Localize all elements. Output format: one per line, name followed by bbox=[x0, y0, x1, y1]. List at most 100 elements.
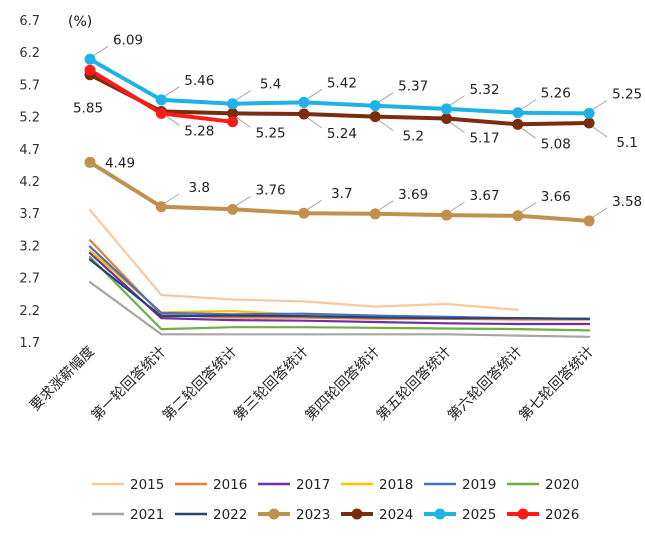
data-label: 5.25 bbox=[612, 86, 642, 102]
legend: 2015 2016 2017 2018 2019 2020 2021 2022 2023 2024… bbox=[92, 477, 579, 523]
data-label-leader bbox=[165, 86, 180, 97]
data-point-2024 bbox=[441, 113, 452, 125]
data-label-leader bbox=[592, 207, 608, 218]
data-label-leader bbox=[165, 115, 180, 126]
x-category-label: 第二轮回答统计 bbox=[159, 343, 240, 424]
data-label-leader bbox=[450, 201, 465, 212]
data-label: 5.1 bbox=[616, 135, 637, 151]
legend-label: 2016 bbox=[213, 477, 247, 493]
data-point-2023 bbox=[369, 208, 381, 220]
data-label-leader bbox=[378, 200, 394, 211]
series-line-2022 bbox=[88, 258, 591, 320]
data-point-2023 bbox=[441, 209, 452, 221]
data-label: 5.85 bbox=[73, 101, 103, 117]
data-point-2025 bbox=[227, 98, 239, 110]
series-line-2015 bbox=[88, 208, 519, 311]
series-lines bbox=[88, 57, 592, 338]
data-label: 5.37 bbox=[398, 79, 428, 95]
data-point-2023 bbox=[155, 201, 167, 213]
series-line-2025 bbox=[88, 57, 592, 116]
y-axis-ticks: 6.7 6.2 5.7 5.2 4.7 4.2 3.7 3.2 2.7 2.2 1.7 bbox=[19, 14, 40, 351]
y-tick-label: 4.2 bbox=[19, 175, 40, 190]
data-label: 5.17 bbox=[469, 131, 499, 147]
series-line-2023 bbox=[88, 160, 592, 223]
legend-label: 2020 bbox=[545, 477, 579, 493]
y-tick-label: 5.7 bbox=[19, 78, 40, 93]
data-label-leader bbox=[450, 95, 465, 106]
legend-label: 2017 bbox=[296, 477, 330, 493]
data-label: 5.25 bbox=[256, 125, 286, 141]
data-labels: 6.09 5.46 5.4 5.42 5.37 5.32 5.26 5.25 5.85 5.28 5… bbox=[73, 32, 642, 210]
legend-label: 2018 bbox=[379, 477, 413, 493]
data-point-2023 bbox=[84, 156, 96, 168]
x-category-label: 第三轮回答统计 bbox=[230, 343, 311, 424]
data-point-2023 bbox=[583, 215, 595, 227]
data-point-2023 bbox=[298, 207, 310, 219]
data-point-2024 bbox=[298, 108, 310, 120]
y-tick-label: 5.2 bbox=[19, 111, 40, 126]
x-category-label: 第七轮回答统计 bbox=[516, 343, 597, 424]
data-label: 5.08 bbox=[541, 136, 571, 152]
data-point-2024 bbox=[369, 111, 381, 123]
data-label: 5.2 bbox=[402, 129, 423, 145]
data-label: 3.69 bbox=[398, 187, 428, 203]
data-point-2024 bbox=[512, 118, 524, 130]
data-label: 5.46 bbox=[184, 73, 214, 89]
data-point-2025 bbox=[298, 96, 310, 108]
data-point-2025 bbox=[155, 94, 167, 106]
data-label: 4.49 bbox=[105, 155, 135, 171]
data-label: 5.26 bbox=[541, 86, 571, 102]
data-label: 6.09 bbox=[113, 32, 143, 48]
legend-label: 2019 bbox=[462, 477, 496, 493]
legend-marker-2025 bbox=[434, 508, 446, 520]
y-tick-label: 6.2 bbox=[19, 46, 40, 61]
data-label: 3.7 bbox=[331, 186, 352, 202]
data-label: 5.4 bbox=[260, 77, 281, 93]
data-label: 5.32 bbox=[469, 82, 499, 98]
legend-label: 2024 bbox=[379, 507, 413, 523]
data-label-leaders bbox=[93, 45, 608, 218]
data-label-leader bbox=[592, 99, 608, 110]
data-label-leader bbox=[521, 127, 537, 139]
data-label: 3.58 bbox=[612, 194, 642, 210]
data-label-leader bbox=[592, 126, 608, 138]
x-category-label: 要求涨薪幅度 bbox=[27, 344, 98, 415]
series-line-2024 bbox=[88, 72, 592, 127]
data-point-2023 bbox=[512, 210, 524, 222]
series-markers bbox=[84, 53, 595, 227]
legend-label: 2015 bbox=[130, 477, 164, 493]
data-point-2024 bbox=[227, 107, 239, 119]
legend-label: 2023 bbox=[296, 507, 330, 523]
legend-label: 2025 bbox=[462, 507, 496, 523]
data-label: 5.24 bbox=[327, 126, 357, 142]
x-category-label: 第四轮回答统计 bbox=[302, 343, 383, 424]
data-label-leader bbox=[236, 116, 251, 128]
x-category-label: 第六轮回答统计 bbox=[444, 343, 525, 424]
y-tick-label: 2.7 bbox=[19, 272, 40, 287]
data-label-leader bbox=[378, 92, 394, 103]
data-point-2026 bbox=[84, 64, 96, 76]
data-point-2025 bbox=[369, 100, 381, 112]
legend-label: 2021 bbox=[130, 507, 164, 523]
x-category-label: 第五轮回答统计 bbox=[373, 343, 454, 424]
data-label: 3.76 bbox=[256, 182, 286, 198]
data-label-leader bbox=[521, 99, 537, 110]
legend-label: 2026 bbox=[545, 507, 579, 523]
data-point-2025 bbox=[512, 107, 524, 119]
data-label-leader bbox=[165, 193, 180, 204]
data-point-2026 bbox=[155, 107, 167, 119]
data-label-leader bbox=[521, 202, 537, 213]
data-label-leader bbox=[307, 199, 323, 210]
data-point-2023 bbox=[227, 203, 239, 215]
data-label: 3.66 bbox=[541, 189, 571, 205]
data-label: 3.67 bbox=[469, 188, 499, 204]
legend-marker-2024 bbox=[351, 508, 363, 520]
data-label: 3.8 bbox=[189, 180, 210, 196]
data-point-2025 bbox=[84, 53, 96, 65]
x-category-label: 第一轮回答统计 bbox=[88, 343, 169, 424]
data-label: 5.28 bbox=[184, 123, 214, 139]
series-line-2021 bbox=[88, 281, 591, 338]
y-tick-label: 4.7 bbox=[19, 143, 40, 158]
x-axis-categories: 要求涨薪幅度第一轮回答统计第二轮回答统计第三轮回答统计第四轮回答统计第五轮回答统… bbox=[27, 343, 597, 424]
